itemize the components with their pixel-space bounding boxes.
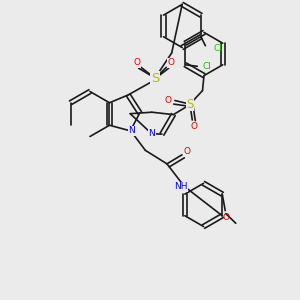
Text: O: O [190, 122, 197, 131]
Text: O: O [184, 147, 191, 156]
Text: N: N [148, 129, 155, 138]
Text: S: S [151, 72, 159, 85]
Text: O: O [164, 96, 172, 105]
Text: O: O [133, 58, 140, 67]
Text: Cl: Cl [203, 62, 212, 71]
Text: Cl: Cl [214, 44, 223, 53]
Text: NH: NH [174, 182, 187, 191]
Text: S: S [186, 98, 194, 111]
Text: N: N [128, 126, 135, 135]
Text: O: O [223, 213, 230, 222]
Text: O: O [167, 58, 174, 67]
